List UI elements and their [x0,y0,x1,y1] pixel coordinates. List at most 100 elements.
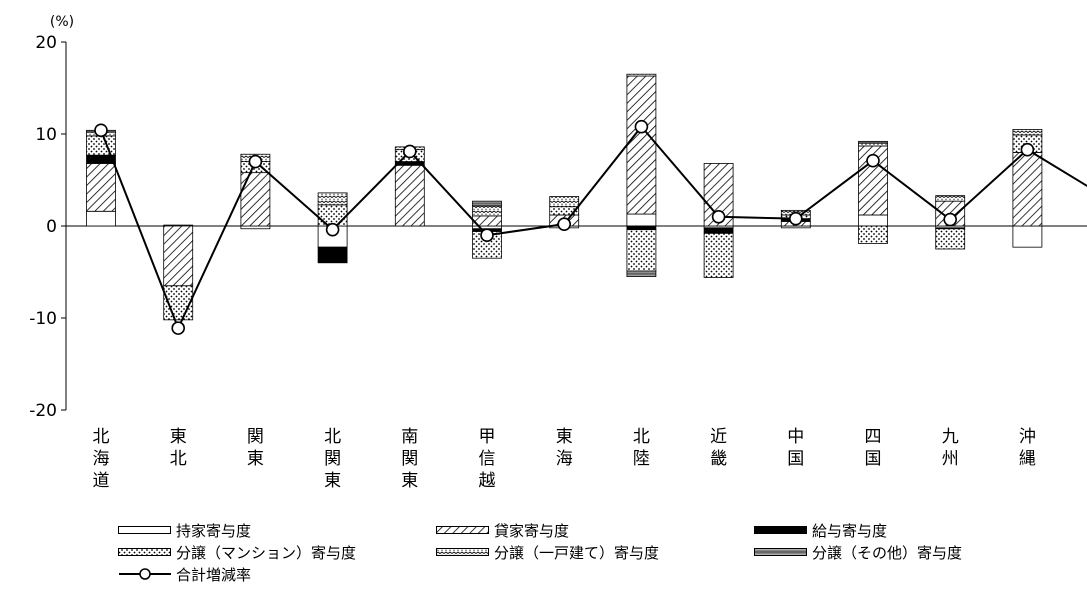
total-marker [402,144,417,159]
legend-label-rental: 貸家寄与度 [494,521,570,540]
total-marker [94,123,108,138]
x-tick-label: 北 [93,427,110,447]
x-tick-label: 甲 [479,427,496,447]
bar-segment-condo [626,229,657,272]
bar-segment-detached [626,73,657,77]
bar-segment-detached [317,192,348,206]
x-tick-label: 関 [324,449,341,469]
legend-item-rental: 貸家寄与度 [436,520,569,540]
x-tick-label: 沖 [1019,427,1036,447]
legend-label-owner: 持家寄与度 [176,521,252,540]
x-tick-label: 東 [401,471,418,491]
total-marker [557,217,572,231]
y-tick-label: -20 [29,401,57,421]
x-tick-label: 関 [247,427,264,447]
bar-segment-detached [472,205,502,217]
bar-segment-detached [549,196,580,208]
legend-label-other: 分譲（その他）寄与度 [812,543,963,562]
total-marker [634,119,649,134]
legend-swatch-salary [754,526,807,534]
bar-segment-salary [703,227,734,234]
total-marker [171,321,185,335]
x-tick-label: 海 [556,449,573,469]
legend-item-salary: 給与寄与度 [754,520,887,540]
x-tick-label: 道 [93,471,110,491]
x-tick-label: 陸 [633,449,650,469]
legend-swatch-detached [436,548,489,556]
legend-item-other: 分譲（その他）寄与度 [754,542,962,562]
bar-segment-owner [240,225,271,230]
bar-segment-rental [163,225,194,287]
bar-segment-detached [1012,128,1043,136]
total-marker [248,154,263,169]
legend-label-detached: 分譲（一戸建て）寄与度 [494,543,660,562]
total-line-layer [94,119,1087,335]
bar-segment-condo [858,225,888,244]
bar-segment-detached [858,142,888,147]
legend-item-detached: 分譲（一戸建て）寄与度 [436,542,659,562]
bar-segment-other [858,140,888,144]
x-tick-label: 北 [633,427,650,447]
x-tick-label: 畿 [710,449,727,469]
y-tick-label: 10 [35,125,57,145]
y-tick-label: 20 [35,33,57,53]
axis-layer: 20100-10-20(%)北海道東北関東北関東南関東甲信越東海北陸近畿中国四国… [29,14,1087,491]
bar-segment-rental [394,164,425,227]
bar-segment-condo [935,228,966,250]
y-unit-label: (%) [50,14,74,30]
x-tick-label: 北 [324,427,341,447]
x-tick-label: 東 [556,427,573,447]
bar-segment-detached [935,195,966,202]
total-line [100,125,1087,331]
total-marker [1020,142,1035,157]
bar-segment-owner [86,210,116,227]
x-tick-label: 近 [710,427,727,447]
x-tick-label: 東 [247,449,264,469]
total-marker [480,228,494,242]
bar-segment-rental [86,163,116,212]
total-marker [788,211,803,226]
x-tick-label: 関 [401,449,418,469]
x-tick-label: 州 [942,449,959,469]
legend-swatch-rental [436,526,489,534]
x-tick-label: 縄 [1019,449,1036,469]
x-tick-label: 信 [479,449,496,469]
legend-swatch-other [754,548,807,556]
x-tick-label: 東 [324,471,341,491]
total-marker [711,210,726,224]
legend-label-salary: 給与寄与度 [812,521,888,540]
bar-segment-condo [86,135,116,156]
legend-label-condo: 分譲（マンション）寄与度 [176,543,357,562]
y-tick-label: -10 [29,309,57,329]
legend-swatch-total [119,568,171,580]
total-marker [943,212,958,227]
bar-segment-other [626,270,657,277]
legend-item-owner: 持家寄与度 [118,520,251,540]
legend: 持家寄与度 貸家寄与度 給与寄与度 分譲（マンション）寄与度 分譲（一戸建て）寄… [118,518,1078,588]
x-tick-label: 四 [865,427,882,447]
x-tick-label: 越 [479,471,496,491]
legend-swatch-condo [118,548,171,556]
bar-segment-rental [1012,151,1043,227]
x-tick-label: 九 [942,427,959,447]
bar-segment-owner [626,213,657,227]
bar-segment-salary [317,246,348,264]
x-tick-label: 東 [170,427,187,447]
legend-swatch-owner [118,526,171,534]
legend-item-total: 合計増減率 [118,564,251,584]
total-marker [866,153,880,168]
y-tick-label: 0 [46,217,57,237]
bar-segment-rental [626,75,657,215]
bar-segment-condo [317,204,348,227]
bar-segment-other [472,200,502,207]
legend-label-total: 合計増減率 [176,565,252,584]
legend-item-condo: 分譲（マンション）寄与度 [118,542,356,562]
bar-segment-owner [1012,225,1043,248]
x-tick-label: 南 [401,427,418,447]
x-tick-label: 北 [170,449,187,469]
x-tick-label: 国 [865,449,882,469]
bar-segment-condo [703,232,734,278]
x-tick-label: 中 [787,427,804,447]
x-tick-label: 国 [787,449,804,469]
total-marker [325,222,340,237]
